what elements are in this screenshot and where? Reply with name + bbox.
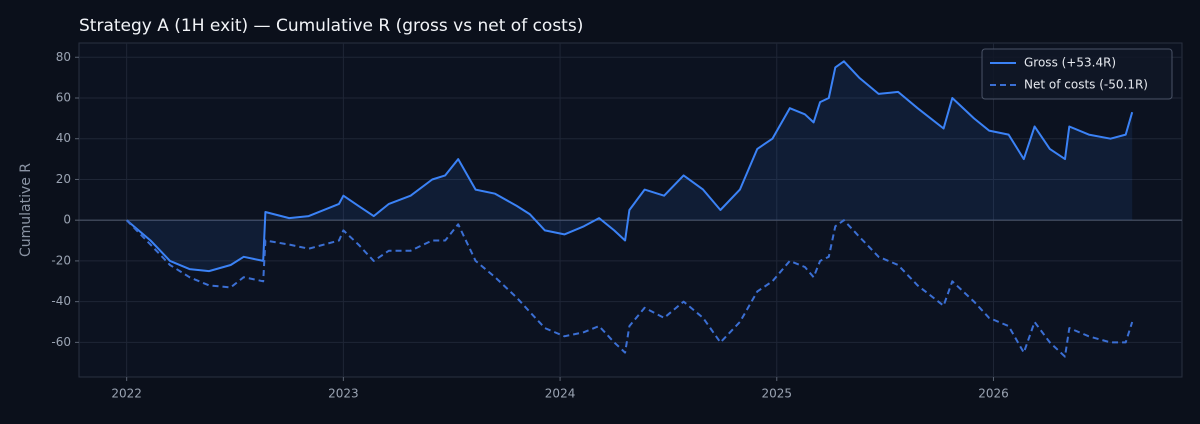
y-tick-label: 20	[56, 172, 71, 186]
y-tick-label: 80	[56, 50, 71, 64]
x-tick-label: 2022	[111, 387, 142, 401]
y-tick-label: -20	[51, 253, 71, 267]
x-tick-label: 2026	[978, 387, 1009, 401]
line	[125, 219, 1134, 358]
chart-title: Strategy A (1H exit) — Cumulative R (gro…	[79, 16, 583, 36]
legend-box	[981, 48, 1173, 100]
y-tick-label: 0	[63, 213, 71, 227]
legend-label: Net of costs (-50.1R)	[1024, 78, 1148, 92]
area	[126, 61, 1133, 272]
y-tick-label: 40	[56, 131, 71, 145]
x-tick-label: 2025	[761, 387, 792, 401]
y-tick-label: -40	[51, 294, 71, 308]
y-axis-label: Cumulative R	[18, 163, 34, 257]
line	[126, 60, 1134, 273]
x-tick-label: 2024	[545, 387, 576, 401]
x-tick-label: 2023	[328, 387, 359, 401]
y-tick-label: 60	[56, 90, 71, 104]
legend-label: Gross (+53.4R)	[1024, 56, 1116, 70]
y-tick-label: -60	[51, 335, 71, 349]
